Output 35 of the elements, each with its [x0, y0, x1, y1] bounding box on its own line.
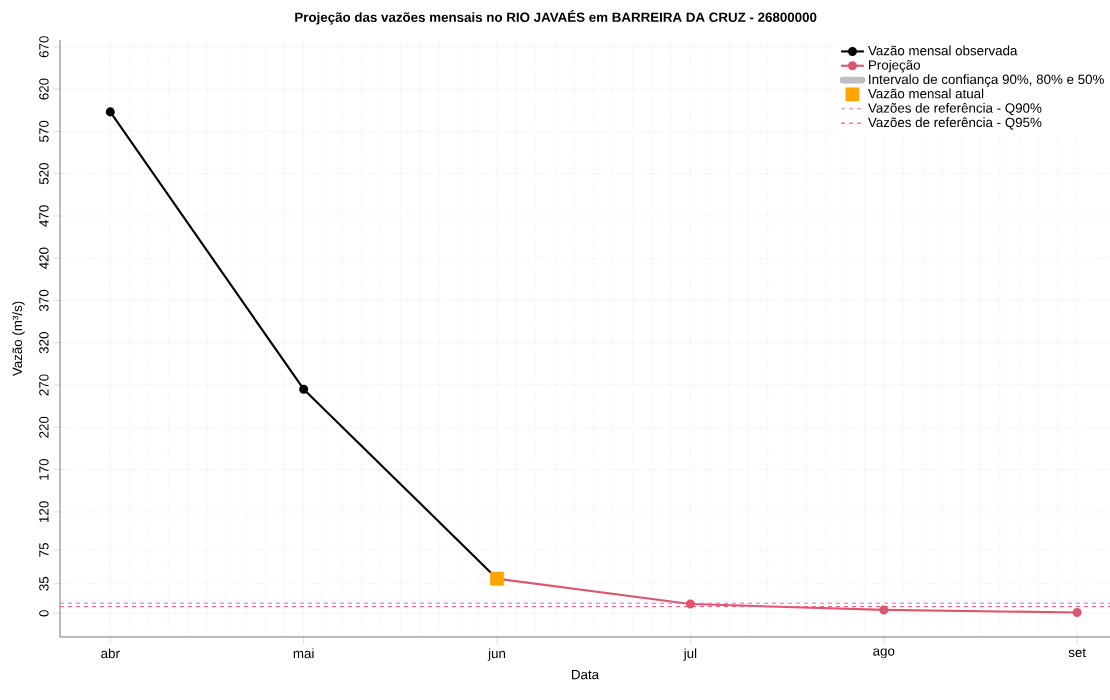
legend-label: Vazão mensal atual	[868, 88, 984, 99]
y-tick-label: 620	[39, 78, 49, 100]
x-tick-label: jun	[487, 648, 506, 661]
y-tick-label: 670	[39, 36, 49, 58]
point	[105, 107, 115, 117]
point	[685, 599, 695, 609]
point	[1072, 607, 1082, 618]
y-tick-label: 270	[39, 374, 49, 396]
legend-label: Intervalo de confiança 90%, 80% e 50%	[869, 74, 1104, 87]
y-tick-label: 420	[39, 247, 49, 269]
x-tick-label: abr	[101, 648, 120, 659]
x-axis-title: Data	[572, 669, 600, 680]
y-tick-label: 570	[39, 120, 49, 142]
y-tick-label: 470	[39, 205, 49, 227]
y-tick-label: 520	[39, 163, 49, 185]
legend-label: Projeção	[869, 59, 921, 73]
y-tick-label: 75	[39, 543, 49, 557]
legend-label: Vazões de referência - Q95%	[868, 117, 1042, 130]
y-tick-label: 120	[39, 501, 49, 522]
y-tick-label: 35	[39, 576, 49, 591]
point	[299, 384, 309, 394]
x-tick-label: mai	[293, 648, 314, 659]
x-tick-label: set	[1068, 648, 1086, 658]
chart-title: Projeção das vazões mensais no RIO JAVAÉS em BARREIRA DA CRUZ - 26800000	[295, 10, 817, 25]
legend-label: Vazão mensal observada	[868, 45, 1018, 56]
y-tick-label: 220	[39, 416, 49, 438]
y-tick-label: 0	[39, 610, 49, 617]
point	[879, 605, 889, 615]
legend-label: Vazões de referência - Q90%	[868, 102, 1042, 116]
y-tick-label: 370	[39, 289, 49, 312]
y-tick-label: 320	[39, 332, 49, 354]
x-tick-label: ago	[873, 648, 895, 659]
x-tick-label: jul	[683, 648, 697, 661]
y-tick-label: 170	[39, 458, 49, 480]
y-axis-title: Vazão (m³/s)	[12, 301, 25, 377]
